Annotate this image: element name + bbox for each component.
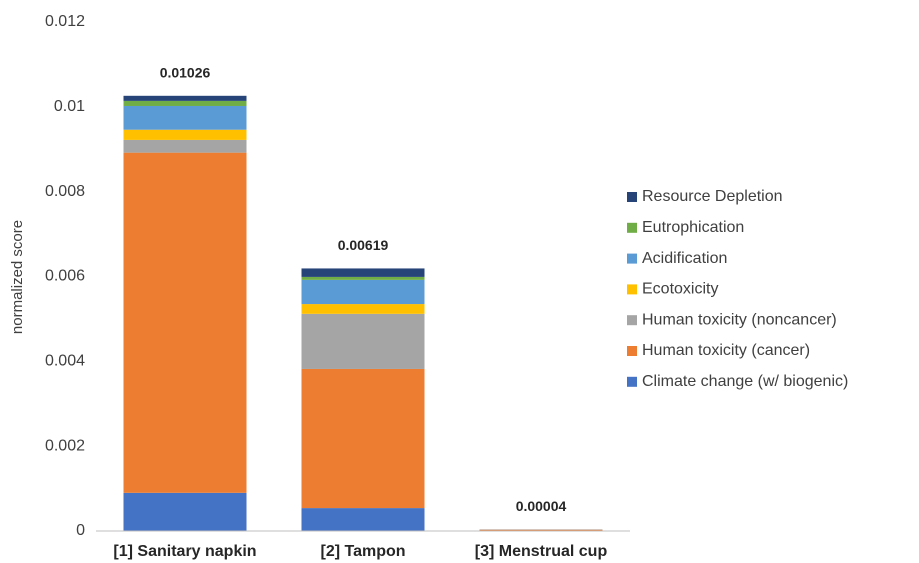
- total-label: 0.01026: [160, 65, 211, 81]
- bar-segment: [123, 492, 247, 531]
- y-tick-label: 0.01: [54, 98, 85, 115]
- y-axis-title: normalized score: [9, 220, 26, 334]
- x-tick-label: [2] Tampon: [320, 543, 405, 560]
- bar-segment: [123, 139, 247, 153]
- total-label: 0.00619: [338, 237, 389, 253]
- bar-segment: [301, 304, 425, 314]
- bar-segment: [123, 100, 247, 106]
- y-tick-label: 0.002: [45, 437, 85, 454]
- bar-segment: [301, 279, 425, 305]
- x-tick-label: [3] Menstrual cup: [475, 543, 608, 560]
- y-tick-label: 0.012: [45, 13, 85, 30]
- legend-label: Ecotoxicity: [642, 281, 718, 298]
- bar-segment: [301, 276, 425, 280]
- legend-swatch: [627, 284, 637, 295]
- y-tick-label: 0.008: [45, 183, 85, 200]
- y-tick-label: 0: [76, 522, 85, 539]
- bar-segment: [301, 368, 425, 509]
- legend-swatch: [627, 222, 637, 233]
- bar-segment: [123, 105, 247, 130]
- y-tick-label: 0.006: [45, 268, 85, 285]
- bar-segment: [479, 529, 603, 531]
- bar-segment: [123, 95, 247, 101]
- bar-segment: [301, 508, 425, 531]
- legend-label: Eutrophication: [642, 219, 744, 236]
- bar-segment: [301, 268, 425, 277]
- legend-label: Climate change (w/ biogenic): [642, 373, 848, 390]
- y-tick-label: 0.004: [45, 353, 85, 370]
- legend-swatch: [627, 346, 637, 356]
- bar-segment: [123, 152, 247, 493]
- legend-label: Human toxicity (cancer): [642, 342, 810, 359]
- legend-label: Resource Depletion: [642, 188, 783, 205]
- legend-swatch: [627, 192, 637, 202]
- legend-label: Acidification: [642, 250, 727, 267]
- total-label: 0.00004: [516, 498, 567, 514]
- legend-swatch: [627, 376, 637, 387]
- legend-swatch: [627, 315, 637, 326]
- bar-segment: [301, 313, 425, 369]
- legend-label: Human toxicity (noncancer): [642, 311, 837, 328]
- bar-segment: [123, 129, 247, 140]
- legend-swatch: [627, 253, 637, 264]
- x-tick-label: [1] Sanitary napkin: [113, 543, 256, 560]
